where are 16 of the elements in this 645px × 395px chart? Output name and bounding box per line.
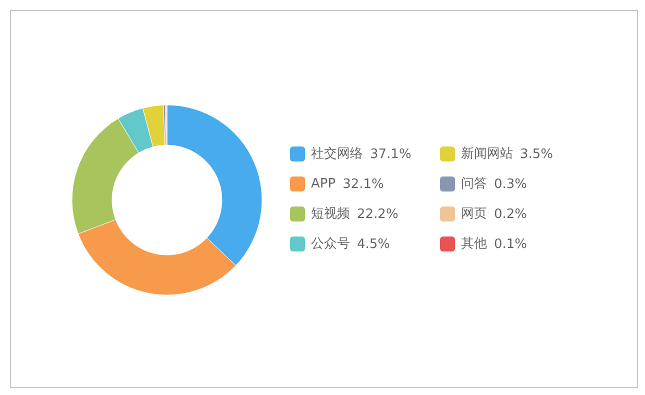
legend-label: 问答: [461, 176, 487, 192]
data-label: 37.1%: [370, 146, 412, 162]
data-label: 4.5%: [357, 236, 390, 252]
legend-label: 新闻网站: [461, 146, 513, 162]
legend-label: 网页: [461, 206, 487, 222]
data-label: 0.2%: [494, 206, 528, 222]
data-label: 0.3%: [494, 176, 528, 192]
legend-label: 社交网络: [311, 146, 363, 162]
legend-label: 公众号: [311, 236, 350, 252]
data-label: 32.1%: [342, 176, 384, 192]
legend-label: APP: [311, 176, 336, 192]
legend-label: 短视频: [311, 206, 350, 222]
data-label: 0.1%: [494, 236, 528, 252]
data-label: 3.5%: [520, 146, 554, 162]
data-label: 22.2%: [357, 206, 398, 222]
legend-label: 其他: [461, 236, 487, 252]
